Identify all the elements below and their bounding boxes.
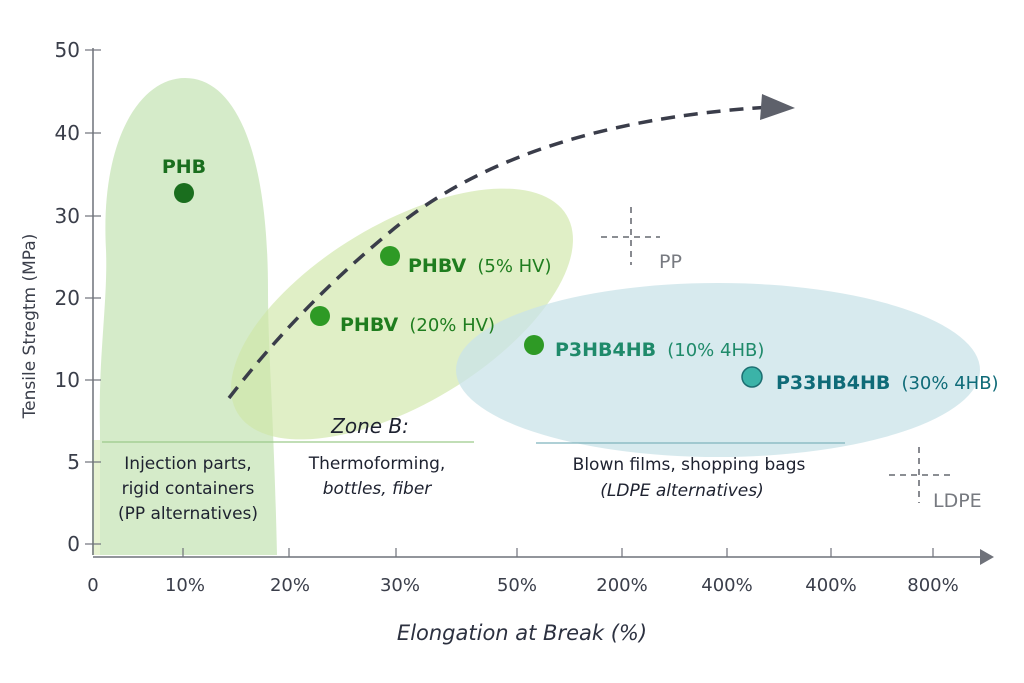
point-label: PHB: [162, 156, 206, 178]
zone-c-region: [456, 283, 980, 457]
zone-c-caption: Blown films, shopping bags (LDPE alterna…: [573, 455, 806, 501]
x-axis: [93, 548, 994, 565]
data-point-marker: [524, 335, 544, 355]
zone-a-region: [92, 78, 278, 555]
svg-text:Thermoforming,: Thermoforming,: [308, 454, 446, 474]
svg-text:(PP alternatives): (PP alternatives): [118, 504, 258, 524]
x-tick-400a: 400%: [701, 575, 752, 596]
point-label: PHBV (20% HV): [340, 314, 495, 336]
zone-b-caption: Zone B: Thermoforming, bottles, fiber: [308, 414, 446, 499]
x-tick-200: 200%: [596, 575, 647, 596]
x-tick-400b: 400%: [805, 575, 856, 596]
point-phbv-20: PHBV (20% HV): [310, 306, 495, 336]
x-tick-30: 30%: [380, 575, 420, 596]
x-tick-50: 50%: [497, 575, 537, 596]
y-tick-40: 40: [55, 121, 80, 145]
point-p3hb4hb: P3HB4HB (10% 4HB): [524, 335, 764, 361]
pp-reference-marker: PP: [601, 207, 682, 273]
y-tick-50: 50: [55, 38, 80, 62]
arrow-head-icon: [760, 94, 795, 120]
data-point-marker: [380, 246, 400, 266]
y-tick-5: 5: [67, 450, 80, 474]
x-axis-title: Elongation at Break (%): [397, 621, 647, 645]
point-phbv-5: PHBV (5% HV): [380, 246, 552, 277]
y-tick-10: 10: [55, 368, 80, 392]
y-tick-labels: 50 40 30 20 10 5 0: [55, 38, 80, 556]
svg-text:bottles, fiber: bottles, fiber: [323, 479, 433, 499]
data-point-marker: [741, 366, 763, 388]
svg-text:rigid containers: rigid containers: [122, 479, 255, 499]
zone-b-region: [231, 188, 573, 440]
y-axis-title: Tensile Stregtm (MPa): [20, 234, 40, 420]
x-tick-800: 800%: [907, 575, 958, 596]
x-tick-labels: 0 10% 20% 30% 50% 200% 400% 400% 800%: [87, 575, 958, 596]
zone-b-title: Zone B:: [330, 414, 409, 438]
x-axis-arrow-icon: [980, 549, 994, 565]
svg-text:Injection parts,: Injection parts,: [124, 454, 251, 474]
svg-text:(LDPE alternatives): (LDPE alternatives): [600, 481, 763, 501]
y-axis: [85, 48, 101, 555]
ldpe-reference-marker: LDPE: [889, 447, 982, 512]
y-tick-30: 30: [55, 204, 80, 228]
point-label: P33HB4HB (30% 4HB): [776, 372, 999, 394]
zone-a-caption: Injection parts, rigid containers (PP al…: [118, 454, 258, 524]
svg-text:Blown films, shopping bags: Blown films, shopping bags: [573, 455, 806, 475]
point-phb: PHB: [162, 156, 206, 203]
point-label: P3HB4HB (10% 4HB): [555, 339, 764, 361]
data-point-marker: [310, 306, 330, 326]
pp-label: PP: [659, 251, 682, 273]
y-tick-20: 20: [55, 286, 80, 310]
x-tick-0: 0: [87, 575, 98, 596]
point-p33hb4hb: P33HB4HB (30% 4HB): [741, 366, 999, 394]
point-label: PHBV (5% HV): [408, 255, 552, 277]
data-point-marker: [174, 183, 194, 203]
trend-arrow: [227, 94, 795, 400]
x-tick-10: 10%: [165, 575, 205, 596]
y-tick-0: 0: [67, 532, 80, 556]
x-tick-20: 20%: [270, 575, 310, 596]
ldpe-label: LDPE: [933, 490, 982, 512]
